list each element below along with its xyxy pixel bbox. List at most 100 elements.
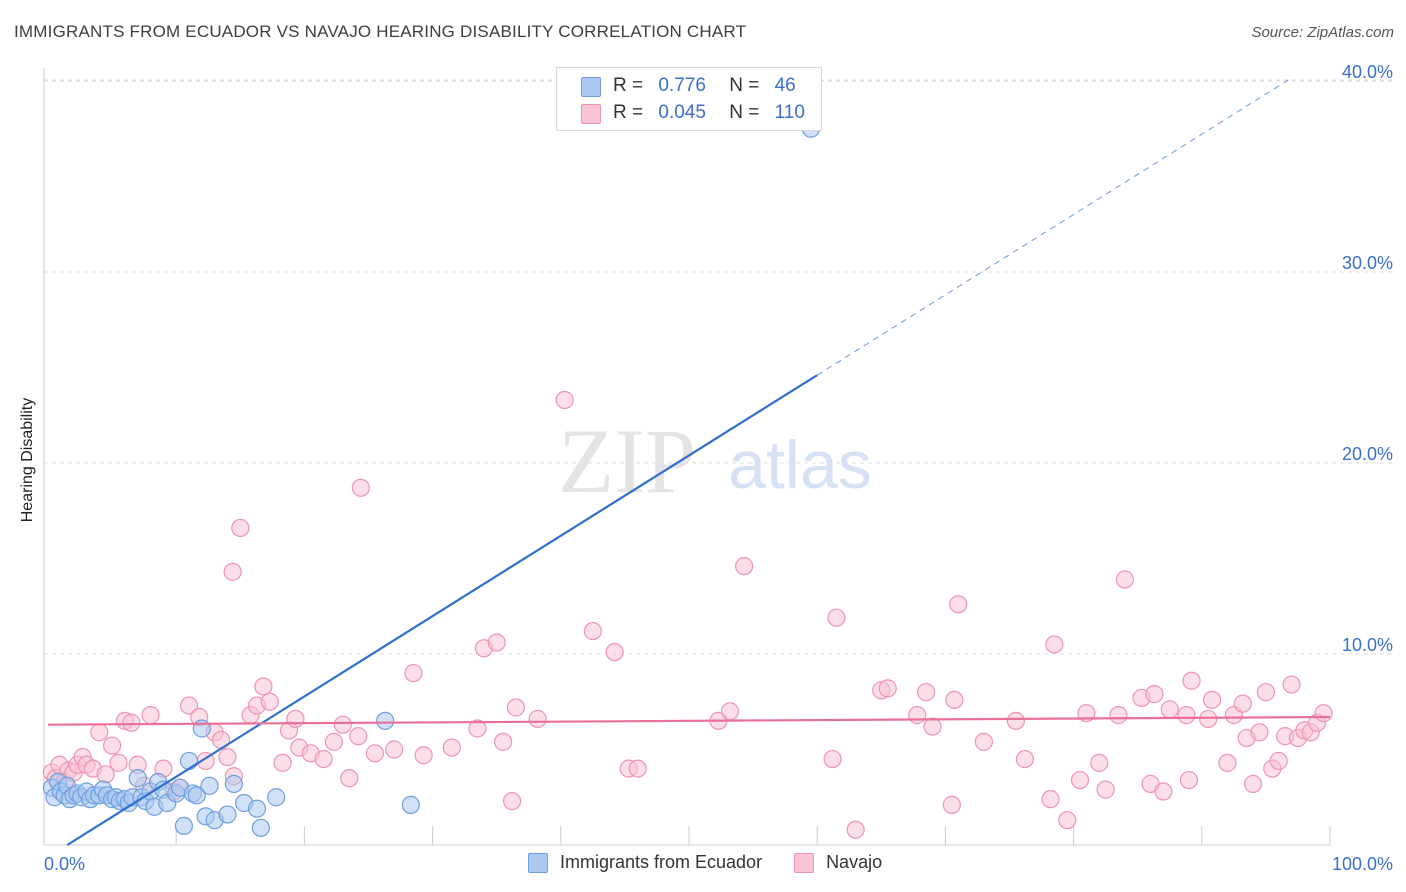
n-label: N = xyxy=(729,75,760,96)
navajo-point xyxy=(1145,685,1164,704)
navajo-point xyxy=(487,633,506,652)
navajo-point xyxy=(528,709,547,729)
navajo-point xyxy=(1015,749,1034,769)
ecuador-point xyxy=(174,816,193,836)
series-legend: Immigrants from Ecuador Navajo xyxy=(528,852,914,873)
ecuador-point xyxy=(187,786,206,805)
r-label: R = xyxy=(613,102,644,123)
navajo-point xyxy=(1109,706,1128,725)
navajo-point xyxy=(122,713,141,732)
navajo-point xyxy=(1177,706,1196,725)
ecuador-point xyxy=(224,774,243,793)
navajo-point xyxy=(502,791,522,811)
watermark-atlas: atlas xyxy=(728,427,872,503)
ecuador-point xyxy=(179,751,199,771)
navajo-point xyxy=(1269,751,1288,771)
navajo-point xyxy=(1202,690,1222,709)
navajo-point xyxy=(917,683,936,702)
r-label: R = xyxy=(613,75,644,96)
trend-lines xyxy=(47,77,1331,846)
ecuador-trend-extension xyxy=(816,77,1292,376)
navajo-point xyxy=(1058,811,1077,830)
navajo-point xyxy=(1096,780,1115,799)
navajo-point xyxy=(365,744,385,763)
navajo-point xyxy=(218,748,237,767)
y-tick-label: 30.0% xyxy=(1342,253,1393,273)
navajo-point xyxy=(286,709,305,729)
navajo-point xyxy=(1314,704,1333,723)
ecuador-point xyxy=(376,711,395,730)
navajo-point xyxy=(923,717,942,736)
ecuador-point xyxy=(251,818,270,837)
legend-swatch-navajo xyxy=(794,852,815,873)
navajo-point xyxy=(90,723,109,742)
navajo-point xyxy=(1233,694,1252,713)
navajo-point xyxy=(102,736,122,755)
navajo-point xyxy=(351,478,370,497)
navajo-point xyxy=(605,642,624,662)
watermark-zip: ZIP xyxy=(558,410,696,512)
y-tick-label: 40.0% xyxy=(1342,62,1393,82)
ecuador-point xyxy=(128,769,147,788)
navajo-point xyxy=(494,732,513,751)
swatch-ecuador xyxy=(581,77,601,97)
navajo-point xyxy=(846,820,865,839)
ecuador-point xyxy=(247,799,267,818)
navajo-point xyxy=(1090,753,1109,772)
navajo-point xyxy=(555,390,574,410)
axes xyxy=(43,68,1331,846)
navajo-point xyxy=(1250,723,1269,742)
navajo-point xyxy=(1218,753,1237,772)
ecuador-point xyxy=(192,719,211,738)
navajo-point xyxy=(945,690,964,709)
navajo-point xyxy=(254,677,273,696)
legend-item-ecuador[interactable]: Immigrants from Ecuador xyxy=(528,852,762,873)
n-label: N = xyxy=(729,102,760,123)
legend-item-navajo[interactable]: Navajo xyxy=(794,852,882,873)
ecuador-point xyxy=(267,788,286,807)
navajo-point xyxy=(442,738,461,757)
navajo-point xyxy=(735,557,754,576)
navajo-point xyxy=(1006,711,1026,730)
navajo-point xyxy=(333,715,352,734)
navajo-point xyxy=(506,698,526,717)
navajo-point xyxy=(827,608,846,627)
ecuador-point xyxy=(200,776,219,795)
ecuador-trend-line xyxy=(66,374,818,846)
navajo-point xyxy=(404,663,423,683)
navajo-point xyxy=(179,696,199,715)
navajo-point xyxy=(1070,770,1090,790)
navajo-point xyxy=(349,727,368,746)
y-tick-label: 10.0% xyxy=(1342,635,1393,655)
stats-legend: R = 0.776 N = 46 R = 0.045 N = 110 xyxy=(556,67,822,131)
swatch-navajo xyxy=(581,104,601,124)
navajo-point xyxy=(314,749,333,769)
navajo-point xyxy=(878,679,897,698)
r-value: 0.045 xyxy=(658,102,706,123)
navajo-point xyxy=(974,732,993,751)
navajo-trend-line xyxy=(47,715,1331,726)
navajo-point xyxy=(583,621,602,641)
n-value: 46 xyxy=(774,75,796,96)
x-tick-label: 100.0% xyxy=(1332,854,1393,874)
navajo-point xyxy=(1041,790,1060,809)
legend-label-navajo: Navajo xyxy=(826,852,883,872)
navajo-point xyxy=(223,562,242,581)
navajo-point xyxy=(141,706,160,725)
navajo-point xyxy=(720,702,740,721)
ecuador-point xyxy=(401,795,420,814)
navajo-point xyxy=(414,746,433,765)
navajo-point xyxy=(628,759,647,778)
tick-labels: 10.0% 20.0% 30.0% 40.0% 0.0% 100.0% xyxy=(44,62,1393,874)
navajo-point xyxy=(823,749,842,769)
ecuador-points xyxy=(42,119,820,837)
legend-label-ecuador: Immigrants from Ecuador xyxy=(560,852,763,872)
n-value: 110 xyxy=(774,102,805,123)
navajo-point xyxy=(1045,635,1064,654)
navajo-point xyxy=(1282,675,1301,694)
navajo-point xyxy=(1154,782,1173,801)
ecuador-point xyxy=(218,805,237,824)
legend-swatch-ecuador xyxy=(528,852,548,873)
navajo-point xyxy=(1199,709,1218,729)
navajo-point xyxy=(260,692,279,711)
